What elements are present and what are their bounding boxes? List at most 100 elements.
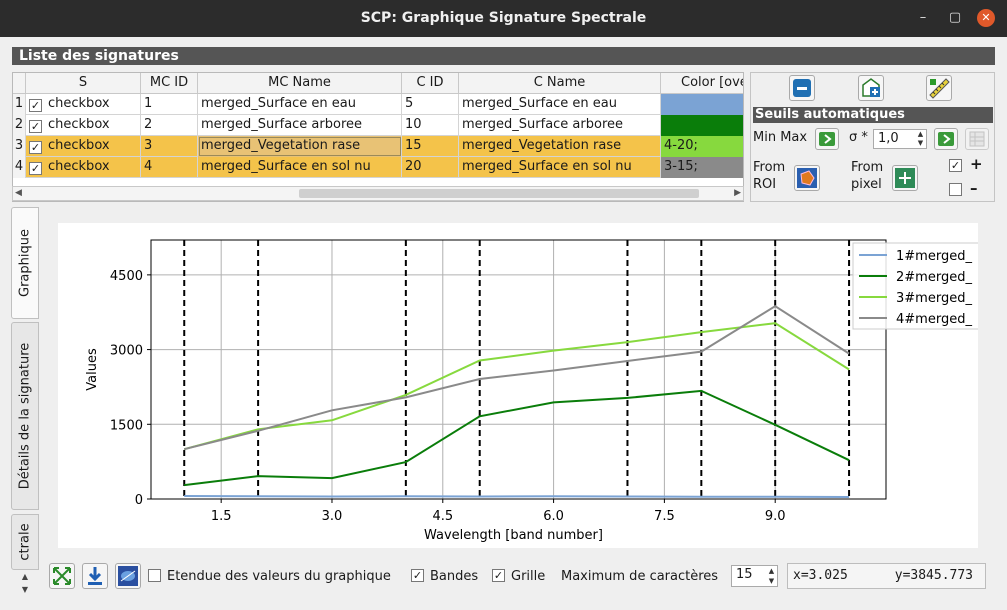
spin-arrows-icon[interactable]: ▲ ▼ bbox=[768, 567, 775, 585]
from-roi-label-2: ROI bbox=[753, 177, 777, 192]
cell-c-name[interactable]: merged_Vegetation rase bbox=[459, 136, 661, 157]
cell-mc-id[interactable]: 4 bbox=[141, 157, 198, 178]
minus-checkbox[interactable] bbox=[949, 183, 962, 196]
reset-thresholds-button[interactable] bbox=[965, 128, 989, 150]
cell-mc-id[interactable]: 1 bbox=[141, 94, 198, 115]
plot-image-button[interactable] bbox=[115, 563, 141, 589]
column-header-s[interactable]: S bbox=[26, 73, 141, 94]
signature-table: S MC ID MC Name C ID C Name Color [overa… bbox=[12, 72, 744, 202]
max-chars-spinbox[interactable]: 15 ▲ ▼ bbox=[731, 565, 778, 587]
legend-entry: 4#merged_ bbox=[896, 312, 972, 327]
scrollbar-thumb[interactable] bbox=[299, 189, 699, 198]
table-row[interactable]: 3 ✓ checkbox 3 merged_Vegetation rase 15 merge… bbox=[13, 136, 743, 157]
spin-arrows-icon[interactable]: ▲ ▼ bbox=[917, 130, 924, 147]
y-tick-label: 3000 bbox=[110, 344, 143, 359]
column-header-c-id[interactable]: C ID bbox=[402, 73, 459, 94]
row-checkbox[interactable]: ✓ bbox=[29, 162, 42, 175]
cell-color[interactable] bbox=[661, 115, 743, 136]
cell-c-name[interactable]: merged_Surface en sol nu bbox=[459, 157, 661, 178]
grid-checkbox[interactable]: ✓ bbox=[492, 569, 505, 582]
table-row[interactable]: 2 ✓ checkbox 2 merged_Surface arboree 10 merge… bbox=[13, 115, 743, 136]
import-library-button[interactable] bbox=[858, 75, 884, 101]
y-tick-label: 0 bbox=[135, 493, 143, 508]
row-checkbox[interactable]: ✓ bbox=[29, 120, 42, 133]
max-chars-value: 15 bbox=[736, 567, 753, 582]
scroll-right-icon[interactable]: ▶ bbox=[734, 188, 741, 198]
cell-num: 1 bbox=[13, 94, 26, 115]
cell-select[interactable]: ✓ checkbox bbox=[26, 94, 141, 115]
cell-c-id[interactable]: 15 bbox=[402, 136, 459, 157]
x-axis-label: Wavelength [band number] bbox=[424, 528, 603, 543]
table-row[interactable]: 1 ✓ checkbox 1 merged_Surface en eau 5 merged_… bbox=[13, 94, 743, 115]
y-axis-label: Values bbox=[85, 348, 100, 391]
spectral-plot[interactable]: 1.5 3.0 4.5 6.0 7.5 9.0 0 1500 3000 4500 Wavelengt… bbox=[58, 223, 978, 548]
sigma-label: σ * bbox=[849, 130, 868, 145]
cursor-coordinates: x=3.025 y=3845.773 bbox=[787, 563, 986, 589]
column-header-color[interactable]: Color [overall] bbox=[661, 73, 743, 94]
cell-c-id[interactable]: 20 bbox=[402, 157, 459, 178]
minmax-button[interactable] bbox=[815, 128, 839, 150]
minimize-icon[interactable]: – bbox=[919, 10, 927, 25]
from-pixel-label-2: pixel bbox=[851, 177, 882, 192]
maximize-icon[interactable]: ▢ bbox=[948, 10, 962, 25]
tab-graphique-label: Graphique bbox=[17, 229, 33, 297]
title-bar: SCP: Graphique Signature Spectrale – ▢ ✕ bbox=[0, 0, 1007, 37]
edit-signature-button[interactable] bbox=[926, 75, 952, 101]
range-checkbox[interactable] bbox=[148, 569, 161, 582]
cell-select[interactable]: ✓ checkbox bbox=[26, 157, 141, 178]
grid-label: Grille bbox=[511, 569, 546, 584]
from-roi-button[interactable] bbox=[794, 165, 820, 191]
legend-entry: 1#merged_ bbox=[896, 249, 972, 264]
column-header-c-name[interactable]: C Name bbox=[459, 73, 661, 94]
table-row[interactable]: 4 ✓ checkbox 4 merged_Surface en sol nu 20 mer… bbox=[13, 157, 743, 178]
plot-panel: 1.5 3.0 4.5 6.0 7.5 9.0 0 1500 3000 4500 Wavelengt… bbox=[58, 223, 978, 548]
save-plot-button[interactable] bbox=[82, 563, 108, 589]
remove-signature-button[interactable] bbox=[789, 75, 815, 101]
cell-select[interactable]: ✓ checkbox bbox=[26, 136, 141, 157]
cell-mc-name[interactable]: merged_Surface en sol nu bbox=[198, 157, 402, 178]
cell-color[interactable] bbox=[661, 94, 743, 115]
tab-graphique[interactable]: Graphique bbox=[11, 207, 39, 319]
close-icon[interactable]: ✕ bbox=[977, 9, 995, 27]
cell-select[interactable]: ✓ checkbox bbox=[26, 115, 141, 136]
cell-c-id[interactable]: 10 bbox=[402, 115, 459, 136]
minmax-label: Min Max bbox=[753, 130, 808, 145]
plot-image-icon bbox=[118, 566, 138, 586]
minus-label: – bbox=[970, 179, 978, 197]
row-checkbox[interactable]: ✓ bbox=[29, 99, 42, 112]
series-line-1 bbox=[184, 495, 850, 498]
cell-color[interactable]: 4-20; bbox=[661, 136, 743, 157]
sigma-spinbox[interactable]: 1,0 ▲ ▼ bbox=[873, 129, 927, 149]
cell-num: 2 bbox=[13, 115, 26, 136]
tab-scroll-icon[interactable]: ▲ ▼ bbox=[21, 572, 29, 594]
run-arrow-icon bbox=[819, 132, 835, 146]
cell-c-name[interactable]: merged_Surface en eau bbox=[459, 94, 661, 115]
cell-mc-name[interactable]: merged_Vegetation rase bbox=[198, 136, 402, 157]
tab-details-signature[interactable]: Détails de la signature bbox=[11, 322, 39, 510]
scroll-left-icon[interactable]: ◀ bbox=[15, 188, 22, 198]
ruler-pencil-icon bbox=[929, 78, 950, 99]
y-tick-label: 1500 bbox=[110, 418, 143, 433]
apply-sigma-button[interactable] bbox=[934, 128, 958, 150]
cell-c-name[interactable]: merged_Surface arboree bbox=[459, 115, 661, 136]
cell-mc-name[interactable]: merged_Surface arboree bbox=[198, 115, 402, 136]
cell-c-id[interactable]: 5 bbox=[402, 94, 459, 115]
table-horizontal-scrollbar[interactable]: ◀ ▶ bbox=[12, 186, 744, 201]
cell-color[interactable]: 3-15; bbox=[661, 157, 743, 178]
roi-icon bbox=[797, 168, 817, 188]
table-icon bbox=[969, 131, 985, 147]
pixel-crosshair-icon bbox=[895, 168, 915, 188]
from-pixel-button[interactable] bbox=[892, 165, 918, 191]
cell-mc-id[interactable]: 2 bbox=[141, 115, 198, 136]
row-checkbox[interactable]: ✓ bbox=[29, 141, 42, 154]
bands-checkbox[interactable]: ✓ bbox=[411, 569, 424, 582]
column-header-mc-id[interactable]: MC ID bbox=[141, 73, 198, 94]
legend-box bbox=[852, 242, 978, 330]
plus-checkbox[interactable]: ✓ bbox=[949, 159, 962, 172]
cell-mc-id[interactable]: 3 bbox=[141, 136, 198, 157]
column-header-mc-name[interactable]: MC Name bbox=[198, 73, 402, 94]
tab-partial[interactable]: ctrale bbox=[11, 514, 39, 570]
fit-zoom-button[interactable] bbox=[49, 563, 75, 589]
cell-mc-name[interactable]: merged_Surface en eau bbox=[198, 94, 402, 115]
run-arrow-icon bbox=[938, 132, 954, 146]
